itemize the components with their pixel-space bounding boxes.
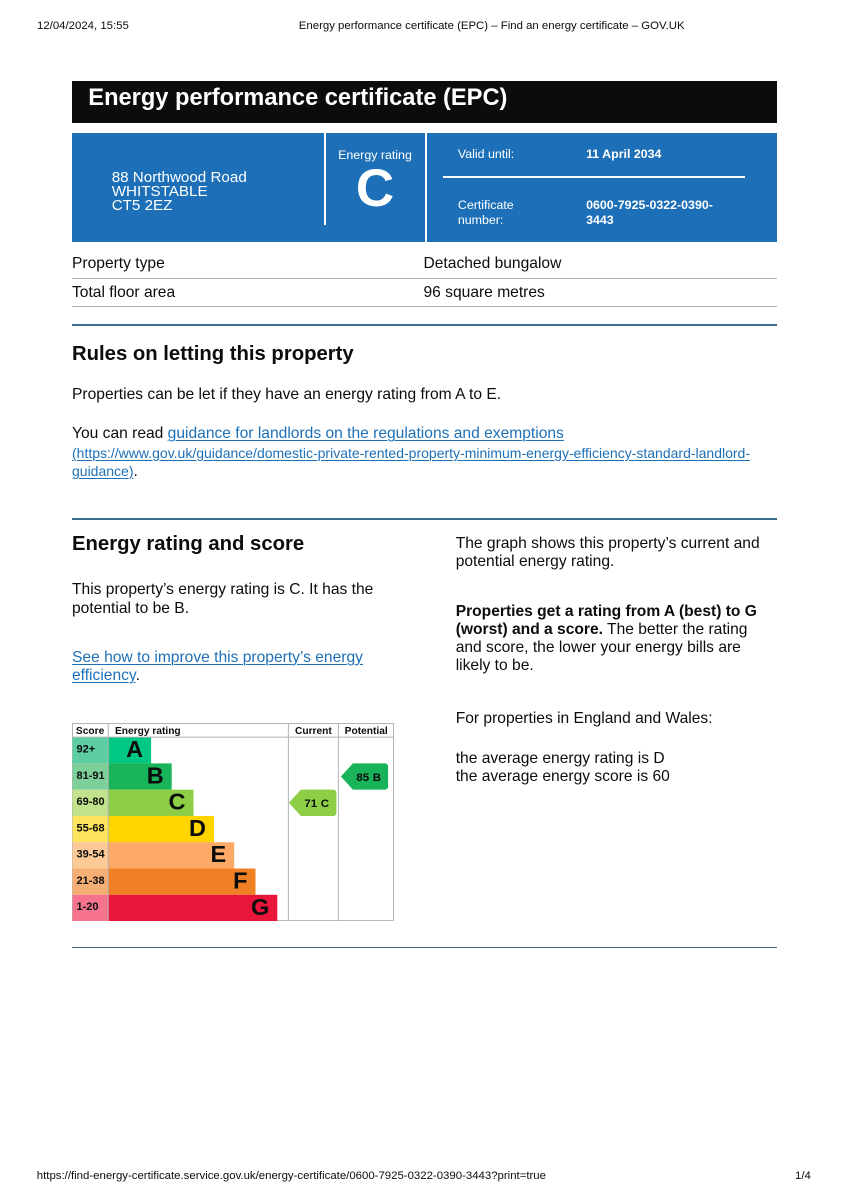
svg-text:Potential: Potential — [345, 726, 388, 737]
svg-text:A: A — [126, 736, 143, 762]
svg-text:81-91: 81-91 — [77, 770, 105, 782]
svg-text:D: D — [189, 815, 206, 841]
svg-text:F: F — [233, 867, 247, 893]
svg-text:85: 85 — [357, 772, 370, 784]
svg-text:69-80: 69-80 — [77, 796, 105, 808]
svg-text:B: B — [373, 772, 381, 784]
svg-text:B: B — [147, 762, 164, 788]
svg-text:92+: 92+ — [77, 743, 96, 755]
svg-text:C: C — [169, 789, 186, 815]
svg-text:21-38: 21-38 — [77, 875, 105, 887]
svg-text:Score: Score — [76, 726, 105, 737]
svg-text:71: 71 — [305, 798, 318, 810]
svg-text:Energy rating: Energy rating — [115, 726, 181, 737]
svg-text:E: E — [211, 841, 227, 867]
svg-text:C: C — [321, 798, 329, 810]
svg-text:Current: Current — [295, 726, 332, 737]
svg-text:55-68: 55-68 — [77, 822, 105, 834]
svg-text:1-20: 1-20 — [77, 901, 99, 913]
svg-text:G: G — [251, 894, 269, 920]
svg-text:39-54: 39-54 — [77, 849, 106, 861]
